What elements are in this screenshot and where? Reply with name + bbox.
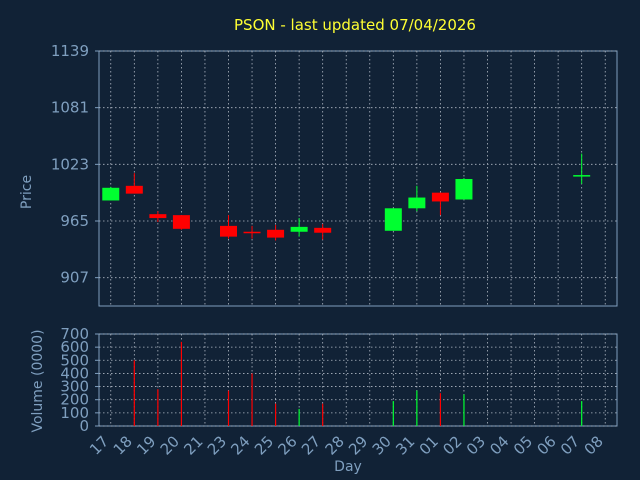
day-tick-label: 23 — [204, 432, 230, 458]
day-tick-label: 04 — [486, 432, 512, 458]
day-tick-label: 19 — [133, 432, 159, 458]
day-tick-label: 08 — [581, 432, 607, 458]
candle-body — [220, 225, 237, 237]
volume-plot-frame — [98, 333, 618, 427]
volume-axis-label: Volume (0000) — [30, 329, 46, 432]
day-tick-label: 20 — [157, 432, 183, 458]
day-tick-label: 29 — [345, 432, 371, 458]
price-axis-label: Price — [19, 175, 35, 209]
day-tick-label: 28 — [322, 432, 348, 458]
candle — [125, 173, 143, 194]
candle — [149, 211, 167, 222]
price-tick-label: 965 — [60, 212, 89, 230]
candle-body — [149, 214, 167, 219]
candle-body — [290, 226, 308, 232]
volume-tick-label: 500 — [60, 351, 89, 369]
day-tick-label: 21 — [180, 432, 206, 458]
volume-tick-label: 0 — [79, 417, 89, 435]
day-tick-label: 31 — [392, 432, 418, 458]
volume-tick-label: 300 — [60, 378, 89, 396]
candle — [172, 215, 190, 230]
day-tick-label: 17 — [86, 432, 112, 458]
price-tick-label: 907 — [60, 269, 89, 287]
volume-tick-label: 400 — [60, 364, 89, 382]
candle-body — [384, 208, 402, 231]
day-tick-label: 26 — [274, 432, 300, 458]
candle-body — [125, 185, 143, 194]
price-tick-label: 1023 — [51, 155, 89, 173]
candle-body — [102, 187, 120, 201]
candle — [314, 223, 332, 240]
price-plot-frame — [98, 50, 618, 307]
volume-tick-label: 700 — [60, 325, 89, 343]
candle — [408, 185, 426, 212]
x-axis: 1718192021232425262728293031010203040506… — [86, 432, 607, 458]
price-tick-label: 1081 — [51, 99, 89, 117]
volume-tick-label: 200 — [60, 391, 89, 409]
day-tick-label: 25 — [251, 432, 277, 458]
day-tick-label: 05 — [510, 432, 536, 458]
candle — [384, 208, 402, 231]
day-tick-label: 30 — [369, 432, 395, 458]
candle-body — [172, 215, 190, 229]
day-tick-label: 03 — [463, 432, 489, 458]
candle — [290, 218, 308, 237]
price-tick-label: 1139 — [51, 42, 89, 60]
candle-body — [314, 227, 332, 233]
candle-body — [408, 197, 426, 209]
price-panel: 907 965 1023 1081 1139 — [51, 42, 618, 307]
chart-title: PSON - last updated 07/04/2026 — [234, 16, 476, 34]
candle — [243, 225, 261, 239]
day-tick-label: 07 — [557, 432, 583, 458]
volume-tick-label: 600 — [60, 338, 89, 356]
candle — [267, 224, 285, 241]
candle — [431, 192, 449, 216]
day-tick-label: 06 — [533, 432, 559, 458]
candle — [220, 215, 237, 239]
candle-body — [243, 231, 261, 234]
day-axis-label: Day — [334, 459, 362, 475]
candle — [455, 178, 473, 200]
candle — [102, 186, 120, 201]
candle-body — [431, 192, 449, 202]
day-tick-label: 27 — [298, 432, 324, 458]
volume-tick-label: 100 — [60, 404, 89, 422]
day-tick-label: 01 — [416, 432, 442, 458]
candle — [573, 153, 591, 184]
candle-body — [455, 178, 473, 200]
day-tick-label: 24 — [227, 432, 253, 458]
candle-body — [267, 229, 285, 238]
candle-body — [573, 175, 591, 177]
day-tick-label: 18 — [110, 432, 136, 458]
day-tick-label: 02 — [439, 432, 465, 458]
